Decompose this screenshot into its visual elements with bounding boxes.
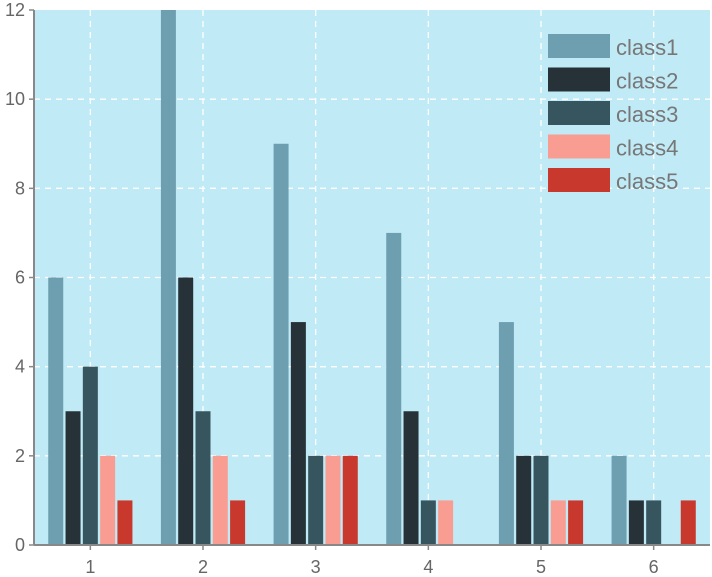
legend-label-class4: class4 bbox=[616, 136, 678, 161]
bar-class1-cat-1 bbox=[48, 277, 64, 545]
bar-class4-cat-2 bbox=[212, 455, 228, 545]
bar-class2-cat-4 bbox=[403, 411, 419, 545]
bar-class4-cat-4 bbox=[438, 500, 454, 545]
bars bbox=[48, 10, 696, 545]
axes bbox=[29, 9, 710, 550]
bar-class3-cat-4 bbox=[420, 500, 436, 545]
y-tick-label: 12 bbox=[5, 0, 25, 20]
bar-class3-cat-2 bbox=[195, 411, 211, 545]
x-tick-label: 6 bbox=[649, 557, 659, 577]
legend-label-class1: class1 bbox=[616, 35, 678, 60]
bar-class5-cat-5 bbox=[568, 500, 584, 545]
y-tick-label: 10 bbox=[5, 89, 25, 109]
bar-class5-cat-6 bbox=[680, 500, 696, 545]
y-tick-label: 6 bbox=[15, 268, 25, 288]
y-tick-label: 4 bbox=[15, 357, 25, 377]
bar-class2-cat-2 bbox=[178, 277, 194, 545]
bar-class1-cat-3 bbox=[273, 143, 289, 545]
y-tick-label: 2 bbox=[15, 446, 25, 466]
legend-label-class3: class3 bbox=[616, 102, 678, 127]
bar-class3-cat-5 bbox=[533, 455, 549, 545]
bar-class1-cat-2 bbox=[160, 10, 176, 545]
bar-class2-cat-1 bbox=[65, 411, 81, 545]
y-tick-label: 0 bbox=[15, 535, 25, 555]
legend-label-class2: class2 bbox=[616, 69, 678, 94]
bar-class1-cat-4 bbox=[386, 232, 402, 545]
bar-class3-cat-1 bbox=[82, 366, 98, 545]
bar-class5-cat-1 bbox=[117, 500, 133, 545]
x-tick-labels: 1 2 3 4 5 6 bbox=[85, 557, 658, 577]
x-tick-label: 1 bbox=[85, 557, 95, 577]
bar-class4-cat-3 bbox=[325, 455, 341, 545]
legend-swatch-class3 bbox=[548, 101, 610, 125]
y-tick-labels: 0 2 4 6 8 10 12 bbox=[5, 0, 25, 555]
x-tick-label: 5 bbox=[536, 557, 546, 577]
legend-swatch-class1 bbox=[548, 34, 610, 58]
legend-swatch-class5 bbox=[548, 168, 610, 192]
y-tick-label: 8 bbox=[15, 178, 25, 198]
bar-class5-cat-2 bbox=[230, 500, 246, 545]
legend-label-class5: class5 bbox=[616, 169, 678, 194]
bar-class1-cat-6 bbox=[611, 455, 627, 545]
bar-class3-cat-3 bbox=[308, 455, 324, 545]
x-tick-label: 4 bbox=[423, 557, 433, 577]
bar-class5-cat-3 bbox=[342, 455, 358, 545]
bar-class2-cat-5 bbox=[516, 455, 532, 545]
legend-swatch-class4 bbox=[548, 134, 610, 159]
bar-class2-cat-6 bbox=[628, 500, 644, 545]
bar-class3-cat-6 bbox=[646, 500, 662, 545]
bar-class4-cat-1 bbox=[100, 455, 116, 545]
legend: class1 class2 class3 class4 class5 bbox=[548, 34, 678, 194]
bar-class4-cat-5 bbox=[550, 500, 566, 545]
x-tick-label: 2 bbox=[198, 557, 208, 577]
bar-class2-cat-3 bbox=[290, 322, 306, 545]
legend-swatch-class2 bbox=[548, 67, 610, 92]
bar-class1-cat-5 bbox=[498, 322, 514, 545]
x-tick-label: 3 bbox=[311, 557, 321, 577]
